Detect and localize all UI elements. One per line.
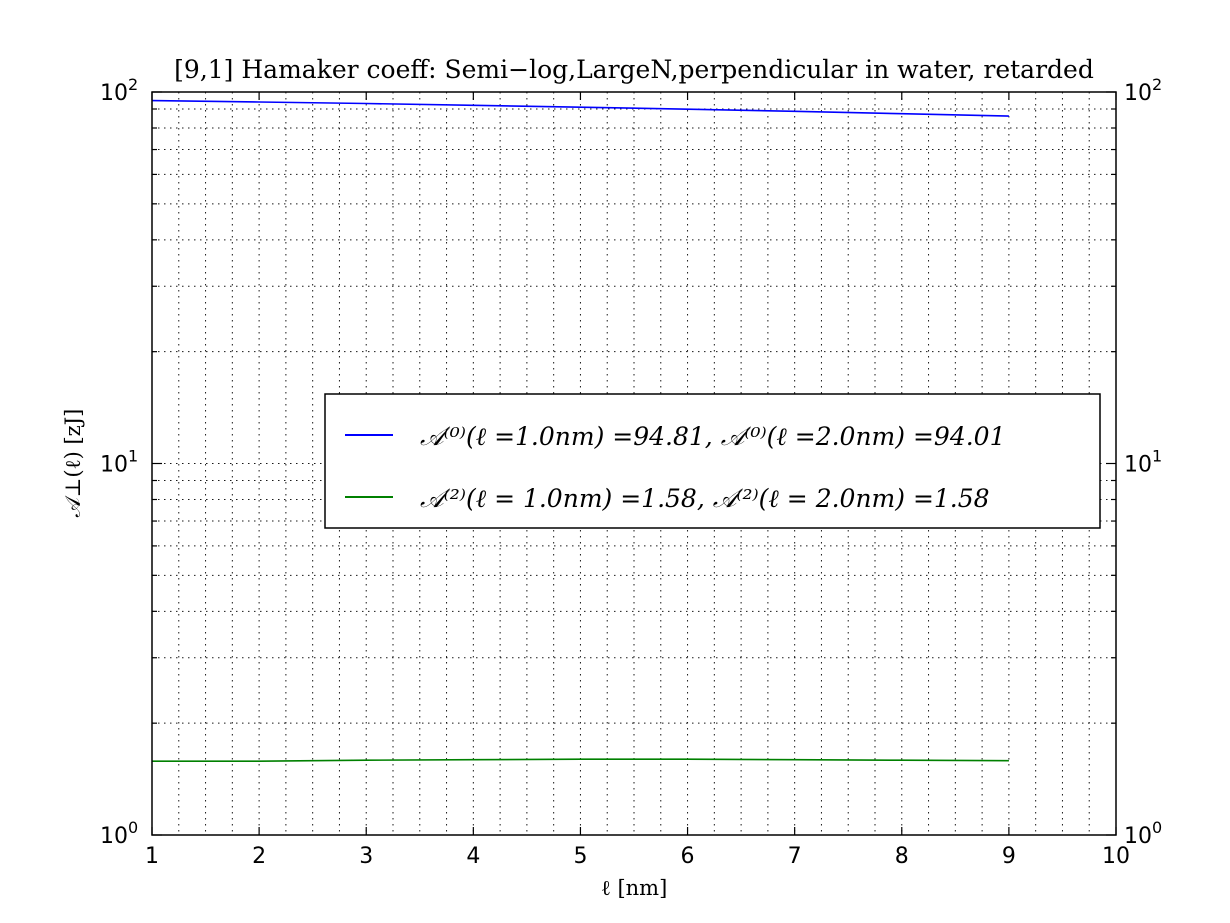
x-tick-label: 10 (1102, 844, 1130, 869)
x-tick-label: 2 (252, 844, 266, 869)
x-tick-label: 7 (788, 844, 802, 869)
legend-box (324, 393, 1101, 529)
y-axis-label: 𝒜⊥(ℓ) [zJ] (61, 409, 85, 518)
x-tick-label: 6 (681, 844, 695, 869)
x-tick-label: 9 (1002, 844, 1016, 869)
series-line-0 (151, 99, 1009, 117)
grid (152, 92, 1116, 835)
y-tick-label-right: 100 (1124, 818, 1162, 849)
x-tick-label: 3 (359, 844, 373, 869)
legend-entry-1: 𝒜⁽²⁾(ℓ = 1.0nm) =1.58, 𝒜⁽²⁾(ℓ = 2.0nm) =… (420, 484, 990, 513)
y-tick-label-right: 102 (1124, 75, 1162, 106)
x-tick-label: 1 (145, 844, 159, 869)
y-tick-label-left: 100 (100, 818, 138, 849)
legend-entry-0: 𝒜⁽⁰⁾(ℓ =1.0nm) =94.81, 𝒜⁽⁰⁾(ℓ =2.0nm) =9… (420, 422, 1005, 451)
x-axis-label: ℓ [nm] (601, 876, 668, 900)
chart-title: [9,1] Hamaker coeff: Semi−log,LargeN,per… (174, 55, 1094, 84)
series-line-1 (152, 758, 1009, 763)
y-tick-label-left: 101 (100, 447, 138, 478)
x-tick-label: 8 (895, 844, 909, 869)
y-tick-label-right: 101 (1124, 447, 1162, 478)
legend: 𝒜⁽⁰⁾(ℓ =1.0nm) =94.81, 𝒜⁽⁰⁾(ℓ =2.0nm) =9… (324, 393, 1101, 529)
x-tick-label: 4 (466, 844, 480, 869)
plot-series (151, 99, 1009, 763)
x-tick-label: 5 (573, 844, 587, 869)
y-tick-label-left: 102 (100, 75, 138, 106)
